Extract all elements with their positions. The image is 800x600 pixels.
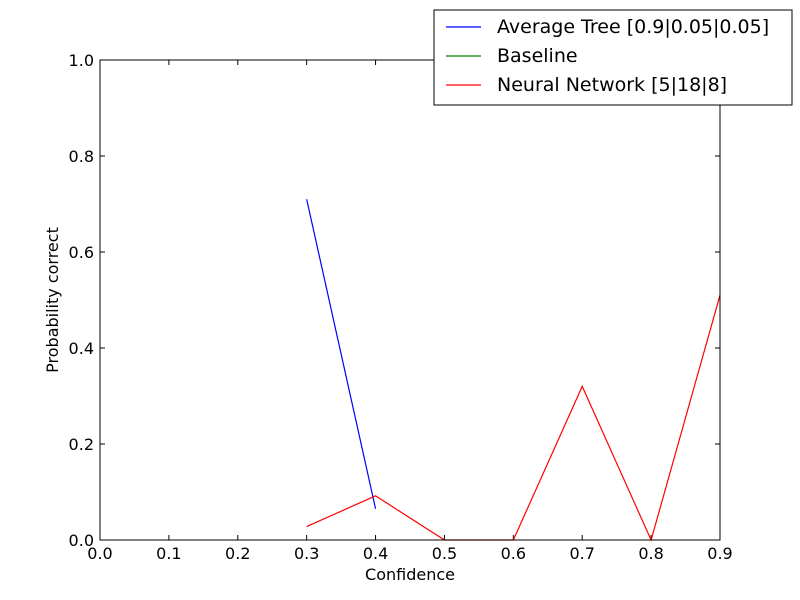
x-tick-label: 0.6 [501, 544, 526, 563]
y-tick-label: 1.0 [69, 51, 94, 70]
plot-frame [99, 59, 721, 541]
y-tick-label: 0.8 [69, 147, 94, 166]
x-tick-label: 0.4 [363, 544, 388, 563]
legend-entries: Average Tree [0.9|0.05|0.05] Baseline Neur… [446, 16, 769, 96]
y-tick-label: 0.4 [69, 339, 94, 358]
legend-label-0: Average Tree [0.9|0.05|0.05] [497, 16, 769, 38]
x-tick-label: 0.9 [707, 544, 732, 563]
plot-area [100, 60, 720, 540]
x-tick-label: 0.3 [294, 544, 319, 563]
y-axis-label: Probability correct [43, 227, 62, 373]
x-tick-label: 0.2 [225, 544, 250, 563]
legend: Average Tree [0.9|0.05|0.05] Baseline Neur… [433, 9, 793, 106]
y-tick-label: 0.2 [69, 435, 94, 454]
legend-label-1: Baseline [497, 45, 578, 67]
x-tick-label: 0.8 [638, 544, 663, 563]
x-tick-label: 0.7 [569, 544, 594, 563]
x-tick-label: 0.0 [87, 544, 112, 563]
axis-tick-labels: 0.0 0.1 0.2 0.3 0.4 0.5 0.6 0.7 0.8 0.9 0.0 0.2 0.4 0… [69, 51, 733, 563]
legend-label-2: Neural Network [5|18|8] [497, 74, 727, 96]
x-tick-label: 0.5 [432, 544, 457, 563]
y-tick-label: 0.6 [69, 243, 94, 262]
series-line-0 [306, 199, 377, 509]
x-axis-label: Confidence [365, 565, 455, 584]
x-tick-label: 0.1 [156, 544, 181, 563]
y-tick-label: 0.0 [69, 531, 94, 550]
legend-box [433, 9, 793, 106]
